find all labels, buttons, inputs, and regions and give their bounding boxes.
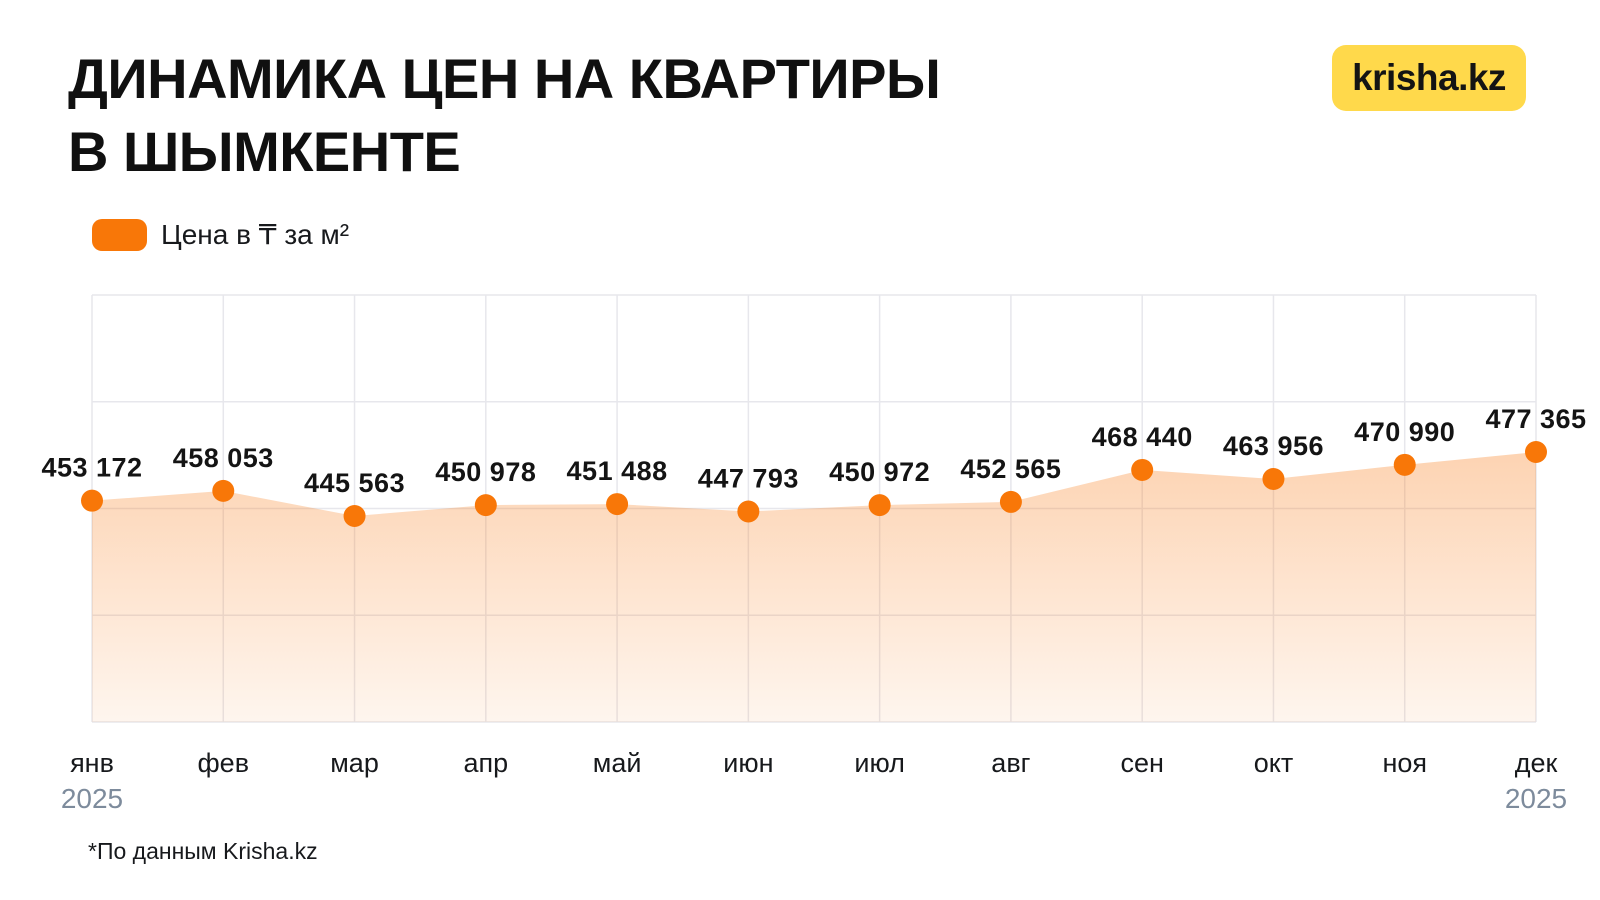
data-point-label: 445 563	[304, 468, 405, 498]
year-label-last: 2025	[1505, 783, 1567, 814]
x-axis-label: окт	[1254, 748, 1294, 778]
data-point	[474, 494, 497, 517]
x-axis-label: июл	[854, 748, 905, 778]
page-title: ДИНАМИКА ЦЕН НА КВАРТИРЫ В ШЫМКЕНТЕ	[68, 42, 941, 188]
source-note: *По данным Krisha.kz	[88, 838, 318, 864]
data-point	[343, 505, 366, 527]
page-title-line1: ДИНАМИКА ЦЕН НА КВАРТИРЫ	[68, 47, 941, 110]
price-area	[92, 452, 1536, 722]
data-point	[737, 500, 760, 523]
data-point	[1393, 453, 1416, 476]
data-point-label: 463 956	[1223, 431, 1324, 461]
data-point	[1262, 467, 1285, 490]
x-axis-label: янв	[70, 748, 114, 778]
year-label-first: 2025	[61, 783, 123, 814]
x-axis-label: сен	[1120, 748, 1163, 778]
x-axis-label: май	[593, 748, 642, 778]
data-point-label: 447 793	[698, 464, 799, 494]
legend: Цена в ₸ за м²	[92, 218, 349, 251]
x-axis-label: мар	[330, 748, 379, 778]
data-point	[999, 490, 1022, 513]
x-axis-label: июн	[723, 748, 773, 778]
data-point	[212, 479, 235, 502]
data-point-label: 452 565	[960, 454, 1061, 484]
data-point	[868, 494, 891, 517]
data-point-label: 453 172	[41, 453, 142, 483]
krisha-logo-text: krisha.kz	[1352, 57, 1506, 98]
x-axis-label: авг	[991, 748, 1030, 778]
legend-swatch-icon	[92, 218, 147, 251]
data-point-label: 477 365	[1485, 404, 1586, 434]
data-point-label: 450 972	[829, 457, 930, 487]
x-axis-label: фев	[197, 748, 249, 778]
data-point	[81, 489, 103, 512]
data-point	[1525, 441, 1547, 463]
x-axis-label: ноя	[1382, 748, 1427, 778]
data-point-label: 470 990	[1354, 417, 1455, 447]
x-axis-label: апр	[463, 748, 508, 778]
data-point-label: 468 440	[1092, 422, 1193, 452]
legend-label: Цена в ₸ за м²	[161, 219, 350, 250]
x-axis-label: дек	[1515, 748, 1558, 778]
page-title-line2: В ШЫМКЕНТЕ	[68, 120, 461, 183]
krisha-logo-badge: krisha.kz	[1332, 45, 1526, 111]
data-point-label: 451 488	[567, 456, 668, 486]
data-point	[1131, 458, 1154, 481]
data-point	[606, 493, 629, 516]
data-point-label: 458 053	[173, 443, 274, 473]
data-point-label: 450 978	[435, 457, 536, 487]
